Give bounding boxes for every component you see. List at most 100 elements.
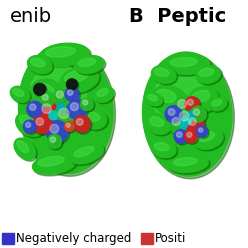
Circle shape <box>34 83 46 95</box>
Circle shape <box>33 115 53 135</box>
Ellipse shape <box>32 153 77 174</box>
Ellipse shape <box>192 90 210 102</box>
Ellipse shape <box>145 93 162 106</box>
Circle shape <box>68 100 89 121</box>
Circle shape <box>76 119 83 125</box>
Text: Negatively charged: Negatively charged <box>16 232 131 245</box>
Circle shape <box>73 116 90 132</box>
Circle shape <box>185 130 197 143</box>
Circle shape <box>190 106 206 122</box>
Circle shape <box>193 109 200 115</box>
Circle shape <box>38 100 63 125</box>
Circle shape <box>66 88 80 103</box>
Circle shape <box>56 91 63 98</box>
Circle shape <box>187 111 195 119</box>
Ellipse shape <box>189 87 218 112</box>
Circle shape <box>74 116 92 134</box>
Circle shape <box>174 96 196 118</box>
Ellipse shape <box>61 67 101 94</box>
Circle shape <box>26 122 31 127</box>
Circle shape <box>186 131 199 144</box>
Ellipse shape <box>17 141 29 153</box>
Ellipse shape <box>70 144 103 164</box>
Circle shape <box>50 137 56 142</box>
Text: B  Peptic: B Peptic <box>129 7 226 27</box>
Circle shape <box>58 104 66 112</box>
Circle shape <box>59 108 69 119</box>
Circle shape <box>23 120 36 133</box>
Circle shape <box>67 80 79 91</box>
Ellipse shape <box>19 45 115 176</box>
Circle shape <box>198 127 209 138</box>
Ellipse shape <box>153 71 207 127</box>
Ellipse shape <box>14 138 35 159</box>
Ellipse shape <box>147 94 164 107</box>
Bar <box>141 233 153 244</box>
Ellipse shape <box>30 79 64 109</box>
Circle shape <box>24 121 38 134</box>
Ellipse shape <box>197 132 215 141</box>
Ellipse shape <box>64 70 88 83</box>
Ellipse shape <box>166 56 212 76</box>
Ellipse shape <box>150 117 164 126</box>
Ellipse shape <box>170 58 197 67</box>
Ellipse shape <box>95 86 114 102</box>
Ellipse shape <box>153 87 187 115</box>
Ellipse shape <box>85 112 100 121</box>
Ellipse shape <box>170 156 210 174</box>
Circle shape <box>35 84 47 97</box>
Ellipse shape <box>143 52 234 179</box>
Ellipse shape <box>16 112 44 136</box>
Ellipse shape <box>211 99 228 112</box>
Text: Positi: Positi <box>155 232 186 245</box>
Ellipse shape <box>165 55 210 74</box>
Circle shape <box>64 122 74 131</box>
Ellipse shape <box>30 65 87 123</box>
Ellipse shape <box>71 145 105 165</box>
Ellipse shape <box>212 99 222 106</box>
Ellipse shape <box>19 115 35 127</box>
Ellipse shape <box>17 113 46 138</box>
Ellipse shape <box>41 44 91 68</box>
Ellipse shape <box>46 47 75 57</box>
Ellipse shape <box>195 130 225 151</box>
Circle shape <box>36 118 44 125</box>
Ellipse shape <box>147 114 171 134</box>
Circle shape <box>183 116 192 125</box>
Ellipse shape <box>82 109 107 129</box>
Circle shape <box>42 94 48 100</box>
Ellipse shape <box>154 68 169 76</box>
Ellipse shape <box>173 157 197 166</box>
Circle shape <box>42 104 51 113</box>
Ellipse shape <box>28 56 52 73</box>
Circle shape <box>169 115 190 136</box>
Ellipse shape <box>40 43 89 66</box>
Ellipse shape <box>31 58 45 67</box>
Ellipse shape <box>13 89 24 96</box>
Circle shape <box>175 107 199 131</box>
Circle shape <box>54 104 80 129</box>
Ellipse shape <box>29 57 54 75</box>
Circle shape <box>66 123 70 127</box>
Text: enib: enib <box>10 7 52 27</box>
Ellipse shape <box>190 88 220 114</box>
Circle shape <box>30 104 36 110</box>
Circle shape <box>166 106 184 124</box>
Circle shape <box>185 115 204 133</box>
Circle shape <box>83 100 88 105</box>
Ellipse shape <box>153 67 178 85</box>
Circle shape <box>49 111 58 120</box>
Circle shape <box>186 115 206 135</box>
Ellipse shape <box>156 90 176 102</box>
Circle shape <box>67 99 87 119</box>
Ellipse shape <box>76 57 106 75</box>
Circle shape <box>47 121 70 144</box>
Circle shape <box>165 106 182 123</box>
Circle shape <box>187 132 192 137</box>
Circle shape <box>175 96 197 119</box>
Ellipse shape <box>143 52 232 176</box>
Circle shape <box>50 112 59 121</box>
Circle shape <box>168 109 175 115</box>
Ellipse shape <box>152 65 176 83</box>
Circle shape <box>33 115 52 133</box>
